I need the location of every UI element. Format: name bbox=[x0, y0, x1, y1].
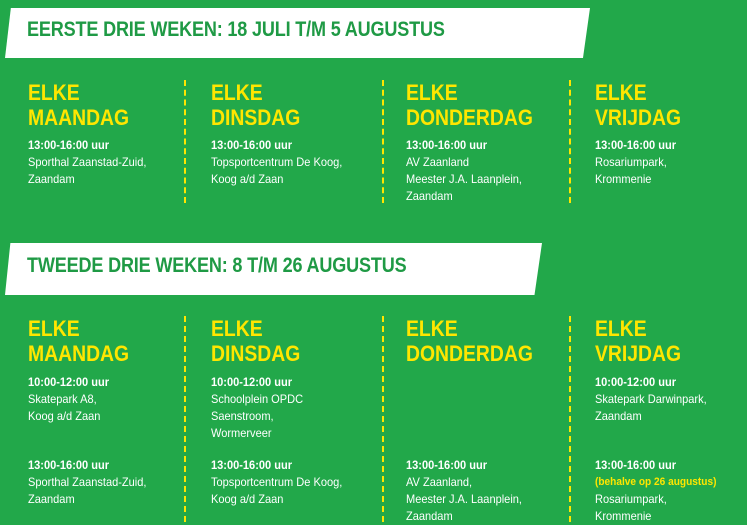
location-line: Zaandam bbox=[595, 409, 642, 423]
column-divider bbox=[382, 80, 384, 203]
day-heading-line1: ELKE bbox=[211, 80, 263, 105]
time-range: 13:00-16:00 uur bbox=[28, 458, 110, 472]
location-line: Zaandam bbox=[406, 509, 453, 523]
column-divider bbox=[569, 316, 571, 522]
day-column: ELKE DONDERDAG bbox=[406, 80, 581, 130]
time-range: 13:00-16:00 uur bbox=[211, 138, 293, 152]
location-line: Krommenie bbox=[595, 172, 652, 186]
day-heading-line2: DINSDAG bbox=[211, 105, 301, 130]
time-slot: 13:00-16:00 uur Topsportcentrum De Koog, K… bbox=[211, 457, 342, 508]
day-heading-line2: DINSDAG bbox=[211, 341, 301, 366]
location-line: Topsportcentrum De Koog, bbox=[211, 475, 343, 489]
location-line: Zaandam bbox=[28, 172, 75, 186]
time-range: 13:00-16:00 uur bbox=[595, 458, 677, 472]
day-heading-line1: ELKE bbox=[406, 316, 458, 341]
location-line: Sporthal Zaanstad-Zuid, bbox=[28, 155, 147, 169]
time-slot: 13:00-16:00 uur Sporthal Zaanstad-Zuid, Za… bbox=[28, 457, 146, 508]
column-divider bbox=[184, 80, 186, 203]
time-slot: 13:00-16:00 uur Sporthal Zaanstad-Zuid, Za… bbox=[28, 137, 146, 188]
time-slot: 10:00-12:00 uur Schoolplein OPDC Saenstroo… bbox=[211, 374, 303, 442]
section-title: EERSTE DRIE WEKEN: 18 JULI T/M 5 AUGUSTU… bbox=[27, 18, 445, 41]
section-banner bbox=[5, 8, 590, 58]
time-range: 10:00-12:00 uur bbox=[211, 375, 293, 389]
day-column: ELKE MAANDAG bbox=[28, 80, 203, 130]
location-line: Wormerveer bbox=[211, 426, 272, 440]
time-slot: 13:00-16:00 uur Rosariumpark, Krommenie bbox=[595, 137, 676, 188]
day-heading-line1: ELKE bbox=[211, 316, 263, 341]
section-title: TWEEDE DRIE WEKEN: 8 T/M 26 AUGUSTUS bbox=[27, 254, 407, 277]
day-heading-line1: ELKE bbox=[595, 80, 647, 105]
location-line: Rosariumpark, bbox=[595, 155, 667, 169]
day-heading-line1: ELKE bbox=[28, 316, 80, 341]
location-line: Koog a/d Zaan bbox=[28, 409, 101, 423]
location-line: Topsportcentrum De Koog, bbox=[211, 155, 343, 169]
location-line: Sporthal Zaanstad-Zuid, bbox=[28, 475, 147, 489]
location-line: Koog a/d Zaan bbox=[211, 492, 284, 506]
column-divider bbox=[184, 316, 186, 522]
location-line: Meester J.A. Laanplein, bbox=[406, 492, 522, 506]
location-line: Skatepark Darwinpark, bbox=[595, 392, 707, 406]
day-heading-line2: DONDERDAG bbox=[406, 105, 533, 130]
column-divider bbox=[382, 316, 384, 522]
time-range: 13:00-16:00 uur bbox=[595, 138, 677, 152]
column-divider bbox=[569, 80, 571, 203]
time-range: 13:00-16:00 uur bbox=[406, 458, 488, 472]
day-heading-line2: DONDERDAG bbox=[406, 341, 533, 366]
exception-note: (behalve op 26 augustus) bbox=[595, 476, 717, 488]
location-line: Schoolplein OPDC bbox=[211, 392, 304, 406]
location-line: Meester J.A. Laanplein, bbox=[406, 172, 522, 186]
section-banner bbox=[5, 243, 542, 295]
day-column: ELKE VRIJDAG bbox=[595, 316, 747, 366]
time-range: 10:00-12:00 uur bbox=[28, 375, 110, 389]
day-column: ELKE VRIJDAG bbox=[595, 80, 747, 130]
location-line: Saenstroom, bbox=[211, 409, 274, 423]
time-range: 10:00-12:00 uur bbox=[595, 375, 677, 389]
time-slot: 10:00-12:00 uur Skatepark A8, Koog a/d Zaa… bbox=[28, 374, 109, 425]
location-line: Koog a/d Zaan bbox=[211, 172, 284, 186]
day-heading-line2: MAANDAG bbox=[28, 105, 130, 130]
location-line: AV Zaanland, bbox=[406, 475, 473, 489]
time-slot: 13:00-16:00 uur AV Zaanland Meester J.A. L… bbox=[406, 137, 522, 205]
time-range: 13:00-16:00 uur bbox=[28, 138, 110, 152]
day-heading-line1: ELKE bbox=[595, 316, 647, 341]
day-column: ELKE DINSDAG bbox=[211, 316, 386, 366]
location-line: Skatepark A8, bbox=[28, 392, 97, 406]
location-line: Rosariumpark, bbox=[595, 492, 667, 506]
day-column: ELKE MAANDAG bbox=[28, 316, 203, 366]
day-column: ELKE DINSDAG bbox=[211, 80, 386, 130]
day-heading-line2: MAANDAG bbox=[28, 341, 130, 366]
time-slot: 10:00-12:00 uur Skatepark Darwinpark, Zaan… bbox=[595, 374, 707, 425]
time-slot: 13:00-16:00 uur Topsportcentrum De Koog, K… bbox=[211, 137, 342, 188]
day-heading-line1: ELKE bbox=[28, 80, 80, 105]
day-heading-line2: VRIJDAG bbox=[595, 341, 682, 366]
day-column: ELKE DONDERDAG bbox=[406, 316, 581, 366]
time-range: 13:00-16:00 uur bbox=[211, 458, 293, 472]
day-heading-line1: ELKE bbox=[406, 80, 458, 105]
location-line: Krommenie bbox=[595, 509, 652, 523]
day-heading-line2: VRIJDAG bbox=[595, 105, 682, 130]
location-line: Zaandam bbox=[406, 189, 453, 203]
time-range: 13:00-16:00 uur bbox=[406, 138, 488, 152]
time-slot: 13:00-16:00 uur (behalve op 26 augustus) R… bbox=[595, 457, 716, 525]
location-line: Zaandam bbox=[28, 492, 75, 506]
time-slot: 13:00-16:00 uur AV Zaanland, Meester J.A. … bbox=[406, 457, 522, 525]
location-line: AV Zaanland bbox=[406, 155, 470, 169]
